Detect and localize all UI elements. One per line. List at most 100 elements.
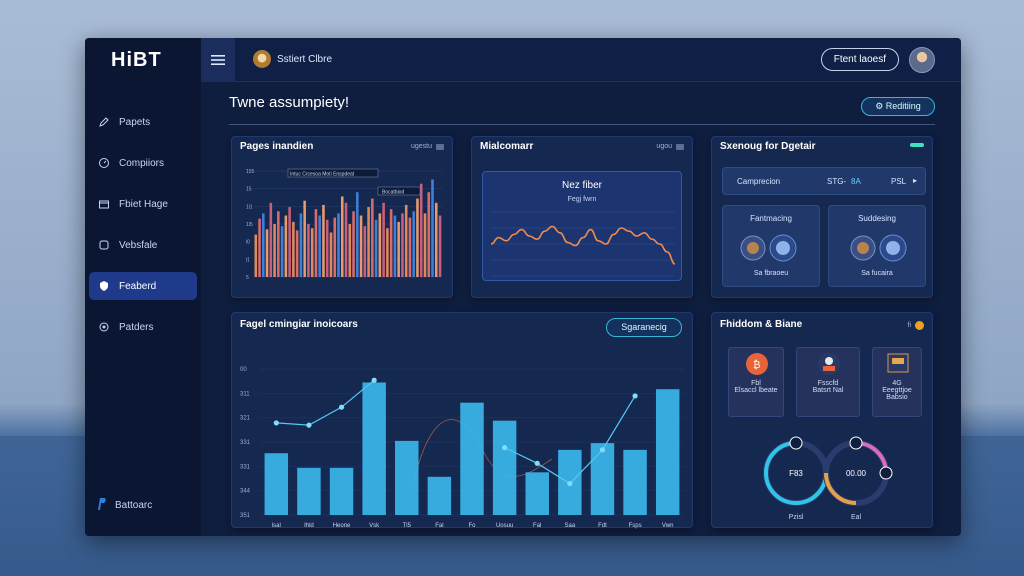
y-tick-label: 5 xyxy=(246,275,249,281)
chart-bar xyxy=(401,213,404,277)
sidebar-item-label: Compiiors xyxy=(119,157,165,169)
exchange-panel-right[interactable]: Suddesing Sa fucaira xyxy=(828,205,926,287)
app-logo: HiBT xyxy=(111,49,162,71)
x-tick-label: Vwn xyxy=(662,523,674,529)
chart-bar xyxy=(303,200,306,277)
y-tick-label: 311 xyxy=(240,391,250,397)
chart-bar xyxy=(427,192,431,277)
series-point xyxy=(567,480,573,487)
top-action-button[interactable]: Ftent laoesf xyxy=(820,48,899,71)
indicators-card: Fagel cmingiar inoicoars Sgaranecig 00 31… xyxy=(231,312,693,529)
price-card-meta[interactable]: ugestu xyxy=(411,143,444,150)
top-pill-button[interactable]: ⚙ Reditiing xyxy=(861,97,935,116)
chart-bar xyxy=(525,472,549,515)
chart-bar xyxy=(434,202,438,277)
series-line xyxy=(276,379,375,426)
fields-card-title: Fhiddom & Biane xyxy=(720,319,803,330)
top-pill-label: Reditiing xyxy=(885,101,921,111)
gauge-right-knob-2[interactable] xyxy=(879,466,893,480)
paypal-icon xyxy=(95,497,107,514)
x-tick-label: lsal xyxy=(272,523,281,529)
market-inner-title: Nez fiber xyxy=(561,180,602,191)
comparison-label: Camprecion xyxy=(737,177,781,186)
chart-bar xyxy=(438,215,442,277)
chart-bar xyxy=(655,389,680,515)
price-card-meta-label: ugestu xyxy=(410,143,432,150)
x-tick-label: Saa xyxy=(565,523,576,529)
sidebar-nav: Papets Compiiors Fbiet Hage Vebsfale xyxy=(89,108,197,354)
fields-card-meta[interactable]: fi xyxy=(908,321,924,330)
x-tick-label: Fdt xyxy=(598,523,607,529)
sidebar-footer[interactable]: Battoarc xyxy=(95,497,152,514)
gauges: F83 00.00 Pzisl Eal xyxy=(763,436,893,521)
chart-bar xyxy=(333,217,337,277)
chart-legend-text: Intuc Crcesoa Moti Enspdeat xyxy=(290,172,355,178)
sidebar-item-compiiors[interactable]: Compiiors xyxy=(89,149,197,177)
exchange-card-meta xyxy=(910,143,924,147)
expand-icon xyxy=(676,143,684,150)
chart-bar xyxy=(492,420,517,515)
exchange-panel-left[interactable]: Fantmacing Sa fbraoeu xyxy=(722,205,820,287)
field-card-3[interactable]: 4G Eeegttjoe Babsio xyxy=(872,347,922,417)
menu-button[interactable] xyxy=(201,38,235,82)
chart-bar xyxy=(254,234,258,277)
app-window: HiBT Papets Compiiors Fbiet Hage xyxy=(85,38,961,536)
workspace-name: Sstiert Clbre xyxy=(277,53,333,65)
x-tick-label: Heone xyxy=(333,523,351,529)
chart-bar xyxy=(318,215,321,277)
sidebar-item-label: Fbiet Hage xyxy=(119,198,168,210)
title-divider xyxy=(229,124,935,125)
chart-legend-box xyxy=(287,168,379,178)
market-line-chart xyxy=(490,211,676,277)
series-point xyxy=(632,393,638,399)
price-card-title: Pages inandien xyxy=(240,141,314,152)
field-card-1[interactable]: ₿ Fbl Elsaccl lbeate xyxy=(728,347,784,417)
expand-icon xyxy=(436,143,444,150)
x-tick-label: Fal xyxy=(533,523,541,529)
gauge-left-knob[interactable] xyxy=(789,436,803,450)
series-point xyxy=(502,445,508,451)
field-card-value: Fsscfd xyxy=(817,380,839,387)
chart-bar xyxy=(460,402,484,515)
series-point xyxy=(534,460,540,466)
exchange-panel-right-title: Suddesing xyxy=(858,214,896,223)
alert-icon xyxy=(915,321,924,330)
indicators-card-title: Fagel cmingiar inoicoars xyxy=(240,319,358,330)
avatar[interactable] xyxy=(909,47,935,73)
sidebar-item-patders[interactable]: Patders xyxy=(89,313,197,341)
sidebar-item-fbiet-hage[interactable]: Fbiet Hage xyxy=(89,190,197,218)
series-point xyxy=(338,404,345,410)
chart-bar xyxy=(393,215,397,277)
series-line xyxy=(490,225,676,265)
sidebar-item-papets[interactable]: Papets xyxy=(89,108,197,136)
y-tick-label: 351 xyxy=(240,513,251,519)
chart-bar xyxy=(359,215,363,277)
market-card: Mialcomarr ugou Nez fiber Fegj fwrn xyxy=(471,136,693,298)
y-tick-label: 15 xyxy=(246,187,252,193)
chart-bar xyxy=(371,198,374,277)
chart-bar xyxy=(362,382,386,515)
x-tick-label: Fo xyxy=(468,523,476,529)
market-card-meta[interactable]: ugou xyxy=(656,143,684,150)
sidebar-item-label: Feaberd xyxy=(119,280,157,292)
x-tick-label: Fal xyxy=(435,523,443,529)
folder-icon xyxy=(97,197,111,211)
sidebar-item-feaberd[interactable]: Feaberd xyxy=(89,272,197,300)
workspace-switcher[interactable]: Sstiert Clbre xyxy=(253,50,332,68)
chart-bar xyxy=(397,221,400,277)
indicators-pill-button[interactable]: Sgaranecig xyxy=(606,318,682,337)
chevron-right-icon: ▸ xyxy=(913,176,918,185)
y-tick-label: 331 xyxy=(240,464,251,470)
field-card-2[interactable]: Fsscfd Batsrt Nal xyxy=(796,347,860,417)
svg-text:₿: ₿ xyxy=(753,359,760,371)
chart-bar xyxy=(295,230,299,277)
chart-bar xyxy=(264,453,289,515)
gauge-right-knob[interactable] xyxy=(849,436,863,450)
comparison-row[interactable]: Camprecion STG- 8A PSL ▸ xyxy=(722,167,926,195)
chart-bar xyxy=(314,209,318,277)
series-point xyxy=(371,377,377,383)
sidebar-item-vebsfale[interactable]: Vebsfale xyxy=(89,231,197,259)
chart-bar xyxy=(337,213,340,277)
field-card-value: 4G xyxy=(892,380,902,387)
chart-bar xyxy=(389,209,393,277)
